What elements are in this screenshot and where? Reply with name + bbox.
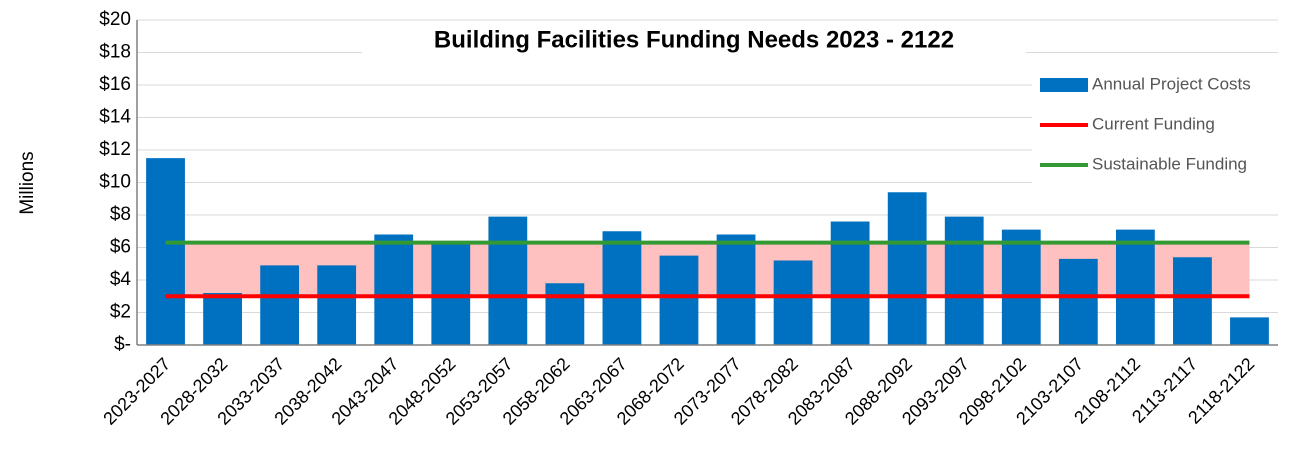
- legend-label: Annual Project Costs: [1092, 74, 1251, 93]
- bar: [602, 231, 642, 345]
- bar: [317, 265, 357, 345]
- bar: [1058, 258, 1098, 345]
- bar: [203, 293, 242, 345]
- y-tick-label: $14: [99, 107, 131, 128]
- bar: [944, 216, 984, 345]
- y-tick-label: $-: [114, 334, 131, 355]
- bar: [1001, 229, 1041, 345]
- y-tick-label: $12: [99, 139, 131, 160]
- bar: [659, 255, 699, 345]
- title-bg: [362, 22, 1026, 60]
- y-tick-label: $18: [99, 42, 131, 63]
- bar: [260, 265, 300, 345]
- bar: [545, 283, 585, 345]
- bar: [1230, 317, 1269, 345]
- y-tick-label: $2: [110, 302, 131, 323]
- bar: [1115, 229, 1155, 345]
- y-tick-label: $4: [110, 269, 132, 290]
- chart-title: Building Facilities Funding Needs 2023 -…: [434, 26, 954, 53]
- y-axis-label: Millions: [17, 151, 38, 214]
- bar: [431, 242, 471, 345]
- bar: [830, 221, 870, 345]
- bar: [773, 260, 813, 345]
- bar: [146, 158, 185, 345]
- legend-label: Sustainable Funding: [1092, 154, 1247, 173]
- bar: [374, 234, 414, 345]
- y-tick-label: $10: [99, 172, 131, 193]
- bar: [716, 234, 756, 345]
- bar: [887, 192, 927, 345]
- legend-swatch: [1040, 78, 1088, 92]
- bar: [1173, 257, 1212, 345]
- legend-label: Current Funding: [1092, 114, 1215, 133]
- y-tick-label: $20: [99, 9, 131, 30]
- y-tick-label: $8: [110, 204, 131, 225]
- bar: [488, 216, 528, 345]
- y-tick-label: $6: [110, 237, 131, 258]
- y-tick-label: $16: [99, 74, 131, 95]
